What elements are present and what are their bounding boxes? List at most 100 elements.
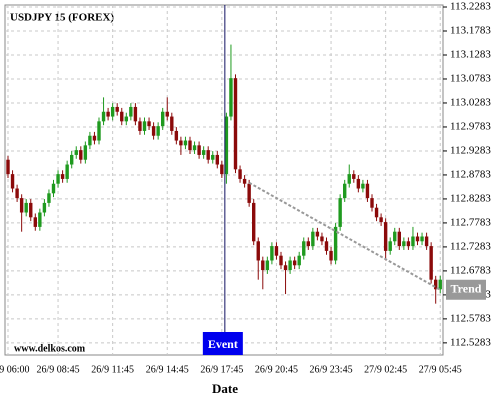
candle-body: [97, 121, 101, 141]
event-label: Event: [208, 337, 238, 351]
trend-label: Trend: [451, 281, 482, 295]
candle-body: [88, 135, 92, 146]
candle-body: [19, 198, 24, 213]
candle-body: [161, 111, 165, 127]
candle-body: [247, 183, 251, 203]
x-tick-label: 27/9 02:45: [364, 364, 407, 375]
chart-title: USDJPY 15 (FOREX): [10, 12, 114, 24]
candle-body: [343, 183, 347, 199]
candle-body: [211, 154, 215, 160]
candle-body: [38, 212, 42, 227]
y-tick-label: 112.8283: [450, 192, 491, 204]
x-tick-label: 26/9 14:45: [146, 364, 189, 375]
candle-body: [347, 174, 351, 184]
candle-body: [274, 246, 279, 256]
candle-body: [297, 255, 301, 266]
candle-body: [133, 106, 138, 122]
candle-body: [197, 145, 201, 155]
candle-body: [29, 202, 33, 218]
candle-body: [6, 159, 10, 175]
candle-body: [252, 202, 256, 242]
candle-body: [402, 241, 406, 247]
candle-body: [15, 188, 19, 199]
y-tick-label: 112.9783: [450, 120, 491, 132]
y-tick-label: 112.7783: [450, 216, 491, 228]
candle-body: [156, 126, 160, 136]
x-axis-title: Date: [212, 381, 238, 396]
candle-body: [124, 116, 128, 122]
watermark: www.delkos.com: [14, 343, 86, 354]
candle-body: [120, 111, 124, 122]
candle-body: [283, 265, 288, 271]
candle-body: [383, 222, 388, 251]
candle-body: [56, 174, 60, 184]
candle-body: [329, 250, 333, 261]
candle-body: [192, 145, 197, 151]
candle-body: [142, 121, 147, 131]
candle-body: [220, 164, 224, 175]
candle-body: [92, 135, 97, 141]
trend-line: [248, 181, 441, 291]
candle-body: [183, 140, 188, 146]
y-tick-label: 112.9283: [450, 144, 491, 156]
candle-body: [411, 236, 415, 247]
candle-body: [365, 183, 370, 199]
candle-body: [256, 241, 260, 261]
candle-body: [311, 231, 315, 247]
y-tick-label: 112.7283: [450, 240, 491, 252]
candle-body: [201, 150, 206, 155]
candle-body: [129, 106, 133, 117]
candle-body: [170, 116, 174, 131]
candle-body: [333, 226, 338, 261]
candle-body: [338, 198, 342, 227]
candle-body: [60, 174, 65, 179]
candle-body: [292, 260, 297, 266]
candle-body: [229, 78, 233, 117]
candle-body: [165, 111, 169, 117]
x-tick-label: 26/9 06:00: [0, 364, 30, 375]
candle-body: [361, 183, 365, 189]
candle-body: [270, 246, 274, 261]
candle-body: [265, 260, 270, 271]
candle-body: [110, 106, 115, 117]
candle-body: [138, 121, 142, 131]
y-tick-label: 113.0283: [450, 97, 491, 109]
x-tick-label: 26/9 11:45: [91, 364, 134, 375]
candle-body: [83, 145, 88, 160]
candle-body: [206, 150, 210, 160]
candle-body: [379, 217, 383, 223]
candle-body: [74, 150, 78, 155]
y-tick-label: 113.1283: [450, 49, 491, 61]
candle-body: [420, 236, 424, 242]
trend-box: [446, 279, 486, 300]
candle-body: [434, 279, 438, 290]
candle-body: [174, 130, 179, 141]
y-tick-label: 113.0783: [450, 73, 491, 85]
candle-body: [429, 246, 433, 280]
candle-body: [233, 78, 238, 170]
candle-body: [188, 140, 192, 151]
x-tick-label: 26/9 23:45: [310, 364, 353, 375]
candle-body: [406, 241, 411, 247]
candle-body: [65, 164, 69, 179]
candle-body: [352, 174, 356, 179]
candle-body: [261, 260, 265, 271]
candle-body: [438, 279, 442, 290]
candle-body: [242, 178, 247, 184]
candle-body: [306, 241, 310, 247]
y-tick-label: 112.6783: [450, 264, 491, 276]
candle-body: [238, 169, 242, 179]
y-tick-label: 113.2283: [450, 1, 491, 13]
candle-body: [101, 111, 106, 122]
candle-body: [47, 193, 51, 203]
candle-body: [302, 241, 306, 256]
candle-body: [224, 116, 229, 175]
candle-body: [279, 255, 283, 266]
candle-body: [415, 236, 420, 242]
candle-body: [215, 154, 219, 165]
candle-body: [42, 202, 47, 213]
y-tick-label: 112.5783: [450, 312, 491, 324]
y-tick-label: 112.5283: [450, 336, 491, 348]
candle-body: [33, 217, 37, 227]
